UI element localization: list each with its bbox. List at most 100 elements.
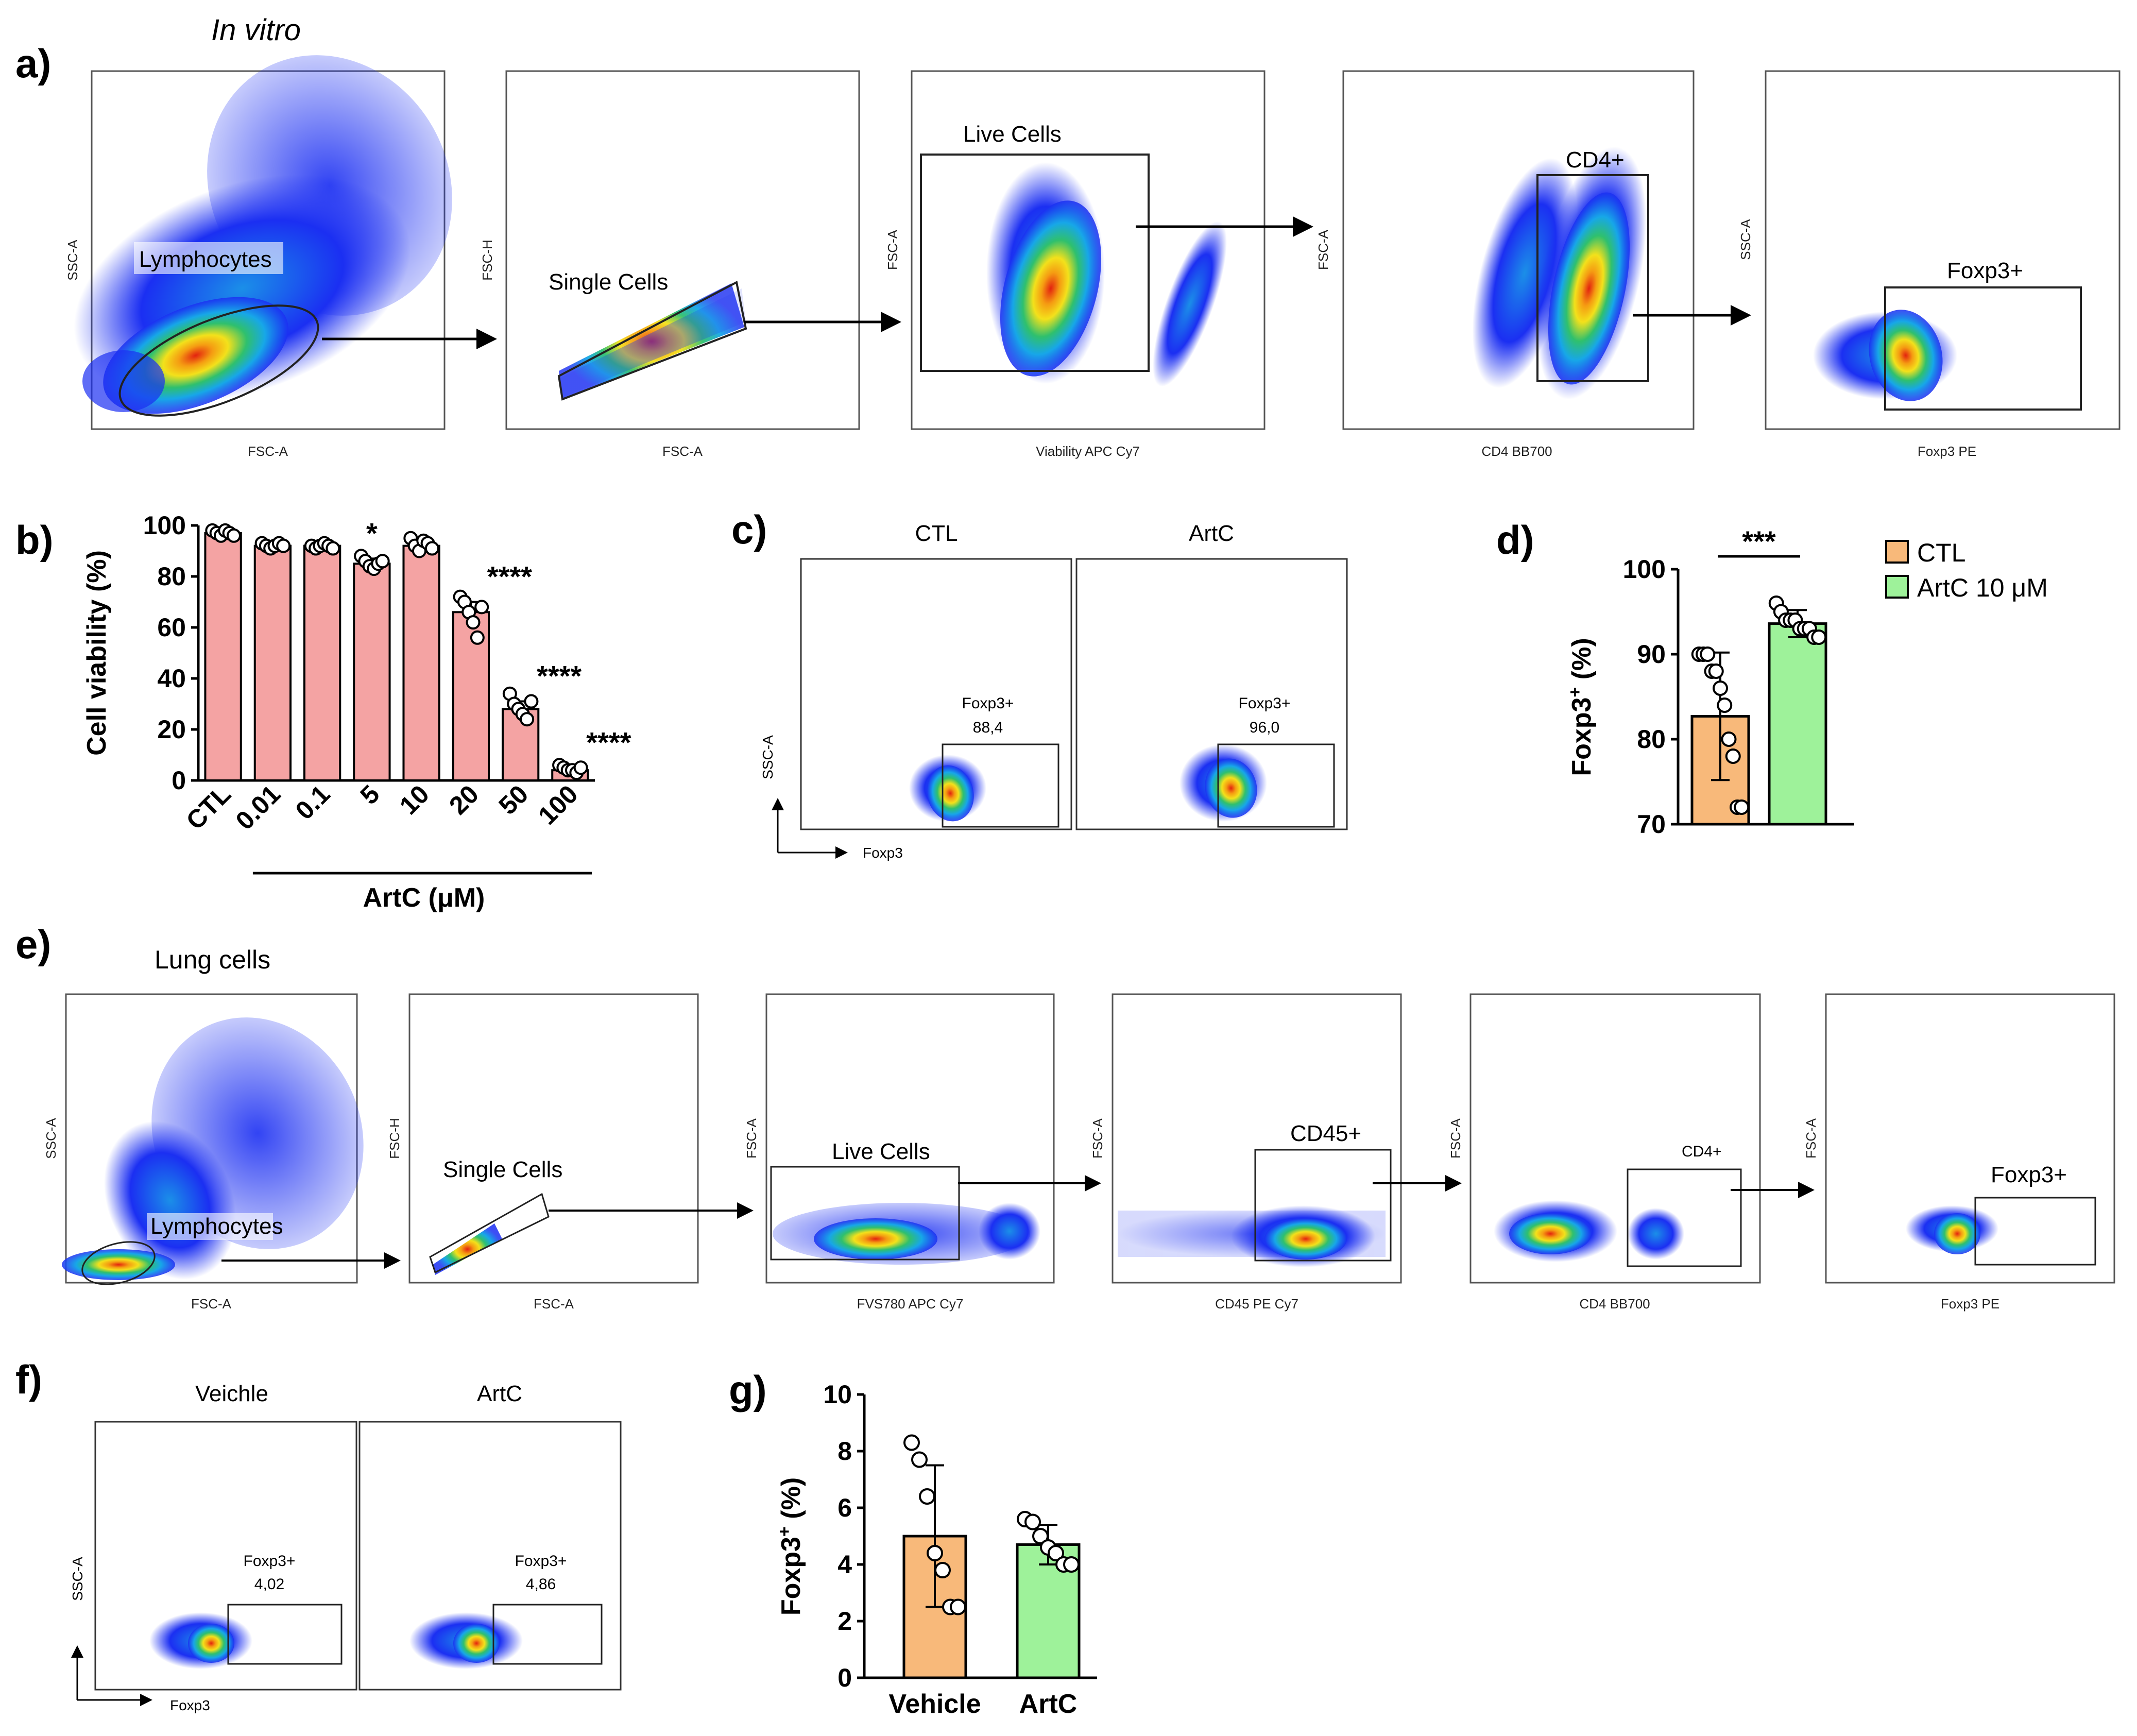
x-tick-label: 10	[394, 779, 435, 820]
data-point	[1708, 663, 1724, 679]
panel-d-chart: d) 70 80 90 100 Foxp3+ (%) *** CTL ArtC 10 μM	[1496, 517, 2048, 839]
data-point	[276, 538, 291, 553]
panel-a-title: In vitro	[211, 13, 301, 47]
legend-swatch	[1885, 575, 1909, 599]
gate-percent: 4,02	[254, 1576, 284, 1593]
y-tick-label: 80	[1637, 725, 1666, 754]
x-tick-label: Vehicle	[888, 1689, 981, 1719]
significance-marker: ****	[487, 560, 532, 593]
facs-plot: CD4+ FSC-A CD4 BB700	[1315, 70, 1695, 459]
x-axis-label: Foxp3 PE	[1941, 1296, 1999, 1312]
y-tick-label: 6	[837, 1493, 852, 1522]
y-axis-label: SSC-A	[65, 240, 80, 281]
x-axis-label: Foxp3 PE	[1918, 444, 1976, 459]
x-axis-label: CD4 BB700	[1481, 444, 1552, 459]
data-point	[520, 712, 535, 727]
y-tick-label: 100	[143, 511, 186, 540]
significance-marker: ****	[537, 660, 582, 692]
y-tick-label: 20	[157, 715, 186, 744]
panel-g-chart: g) 0 2 4 6 8 10 Foxp3+ (%) Vehicle ArtC	[729, 1367, 1097, 1719]
data-point	[919, 1488, 935, 1505]
data-point	[1713, 680, 1728, 696]
gate-percent: 96,0	[1250, 719, 1279, 736]
gate-label: Lymphocytes	[139, 247, 272, 272]
gate-label: CD45+	[1290, 1121, 1361, 1146]
panel-g-letter: g)	[729, 1367, 767, 1412]
y-axis-label: FSC-A	[885, 229, 900, 270]
gate-label: Foxp3+	[962, 695, 1014, 712]
data-point	[226, 528, 241, 543]
x-tick-label: ArtC	[1019, 1689, 1078, 1719]
facs-plot: CD45+ FSC-A CD45 PE Cy7	[1090, 993, 1402, 1312]
x-axis-label: FSC-A	[534, 1296, 574, 1312]
panel-f-letter: f)	[15, 1357, 42, 1402]
facs-plot: Lymphocytes SSC-A FSC-A	[65, 55, 452, 459]
x-axis-title: ArtC (μM)	[363, 883, 485, 913]
x-tick-label: 50	[493, 779, 534, 820]
y-axis-title: Cell viability (%)	[82, 550, 112, 756]
data-point	[1717, 697, 1733, 713]
gate-percent: 4,86	[526, 1576, 556, 1593]
data-point	[1725, 748, 1741, 764]
facs-plot: Foxp3+ SSC-A Foxp3 PE	[1738, 70, 2121, 459]
facs-plot: Foxp3+ FSC-A Foxp3 PE	[1803, 993, 2115, 1312]
x-axis-label: CD4 BB700	[1579, 1296, 1650, 1312]
panel-c-letter: c)	[731, 507, 767, 552]
panel-c: c) CTL Foxp3+ 88,4 ArtC Foxp3+ 96,0 SSC-…	[731, 507, 1348, 861]
panel-e-letter: e)	[15, 922, 51, 967]
facs-title: ArtC	[477, 1381, 522, 1406]
gate-label: Single Cells	[443, 1157, 562, 1182]
facs-plot: CTL Foxp3+ 88,4	[800, 521, 1072, 830]
y-axis-title: Foxp3+ (%)	[775, 1477, 806, 1615]
y-axis-label: FSC-H	[387, 1118, 402, 1159]
x-axis-label: FSC-A	[191, 1296, 232, 1312]
data-point	[1811, 629, 1827, 645]
data-point	[466, 615, 481, 630]
facs-title: Veichle	[195, 1381, 268, 1406]
y-axis-label: SSC-A	[43, 1118, 59, 1159]
x-tick-label: CTL	[181, 779, 236, 835]
y-tick-label: 2	[837, 1607, 852, 1636]
y-axis-label: FSC-A	[1090, 1118, 1105, 1159]
data-point	[934, 1562, 951, 1578]
panel-b-letter: b)	[15, 517, 54, 563]
data-point	[470, 630, 485, 645]
bar	[204, 532, 242, 781]
y-axis-label: FSC-A	[1448, 1118, 1463, 1159]
x-axis-label: FSC-A	[248, 444, 288, 459]
y-tick-label: 60	[157, 613, 186, 642]
gate-label: Foxp3+	[515, 1553, 567, 1570]
data-point	[326, 541, 340, 556]
y-tick-label: 0	[172, 766, 186, 795]
panel-f: f) Veichle Foxp3+ 4,02 ArtC Foxp3+ 4,86 …	[15, 1357, 622, 1713]
y-tick-label: 90	[1637, 640, 1666, 669]
y-axis-label: SSC-A	[1738, 219, 1753, 260]
x-tick-label: 5	[354, 779, 385, 810]
panel-a: a) In vitro Lymphocytes SSC-A FSC-A	[15, 13, 2121, 459]
y-axis-label: FSC-H	[480, 240, 495, 280]
y-axis-label: SSC-A	[70, 1557, 86, 1601]
bar	[353, 563, 391, 781]
y-tick-label: 8	[837, 1437, 852, 1466]
bar	[253, 544, 292, 781]
significance-marker: ***	[1742, 525, 1776, 557]
x-axis-label: Foxp3	[170, 1697, 210, 1713]
panel-e: e) Lung cells Lymphocytes SSC-A FSC-A Si…	[15, 922, 2115, 1312]
x-axis-label: FVS780 APC Cy7	[857, 1296, 964, 1312]
panel-b-chart: b) 0 20 40 60 80 100 Cell viability (%) CTL0.01…	[15, 511, 631, 913]
facs-title: CTL	[915, 521, 958, 546]
y-axis-label: SSC-A	[760, 735, 776, 779]
y-tick-label: 0	[837, 1663, 852, 1692]
gate-label: Single Cells	[549, 269, 668, 295]
data-point	[424, 541, 439, 556]
data-point	[474, 600, 489, 615]
x-tick-label: 20	[443, 779, 484, 820]
data-point	[1721, 731, 1737, 747]
data-point	[524, 694, 539, 709]
legend-label: CTL	[1917, 538, 1965, 567]
significance-marker: ****	[586, 726, 631, 758]
bar	[402, 544, 440, 781]
gate-label: CD4+	[1682, 1143, 1722, 1160]
y-tick-label: 100	[1623, 555, 1666, 584]
